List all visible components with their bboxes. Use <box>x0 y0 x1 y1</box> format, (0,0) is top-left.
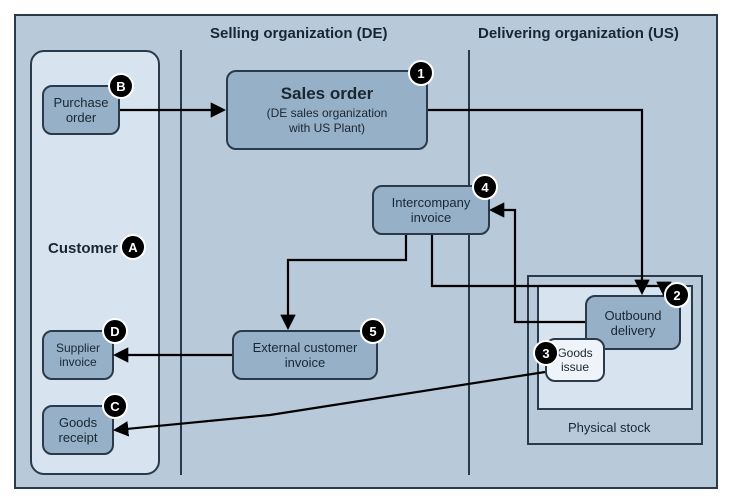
badge-B: B <box>108 73 134 99</box>
badge-3: 3 <box>533 340 559 366</box>
badge-C: C <box>102 393 128 419</box>
purchase-order-text: Purchaseorder <box>54 95 109 125</box>
outbound-delivery-text: Outbounddelivery <box>604 308 661 338</box>
sales-order-subtitle: (DE sales organizationwith US Plant) <box>267 106 388 136</box>
supplier-invoice-text: Supplierinvoice <box>56 341 100 369</box>
header-selling: Selling organization (DE) <box>210 25 388 42</box>
badge-D: D <box>102 318 128 344</box>
diagram-canvas: Selling organization (DE) Delivering org… <box>0 0 732 503</box>
badge-4: 4 <box>472 174 498 200</box>
divider-delivering <box>468 50 470 475</box>
customer-label: Customer <box>48 240 118 257</box>
goods-issue-text: Goodsissue <box>557 346 592 374</box>
purchase-order-box: Purchaseorder <box>42 85 120 135</box>
external-invoice-text: External customerinvoice <box>253 340 358 370</box>
badge-2: 2 <box>664 282 690 308</box>
divider-selling <box>180 50 182 475</box>
badge-A: A <box>120 234 146 260</box>
sales-order-title: Sales order <box>281 84 374 104</box>
physical-stock-label: Physical stock <box>568 420 650 435</box>
intercompany-invoice-text: Intercompanyinvoice <box>392 195 471 225</box>
badge-5: 5 <box>360 318 386 344</box>
badge-1: 1 <box>408 60 434 86</box>
goods-receipt-text: Goodsreceipt <box>58 415 97 445</box>
header-delivering: Delivering organization (US) <box>478 25 679 42</box>
sales-order-box: Sales order (DE sales organizationwith U… <box>226 70 428 150</box>
external-invoice-box: External customerinvoice <box>232 330 378 380</box>
